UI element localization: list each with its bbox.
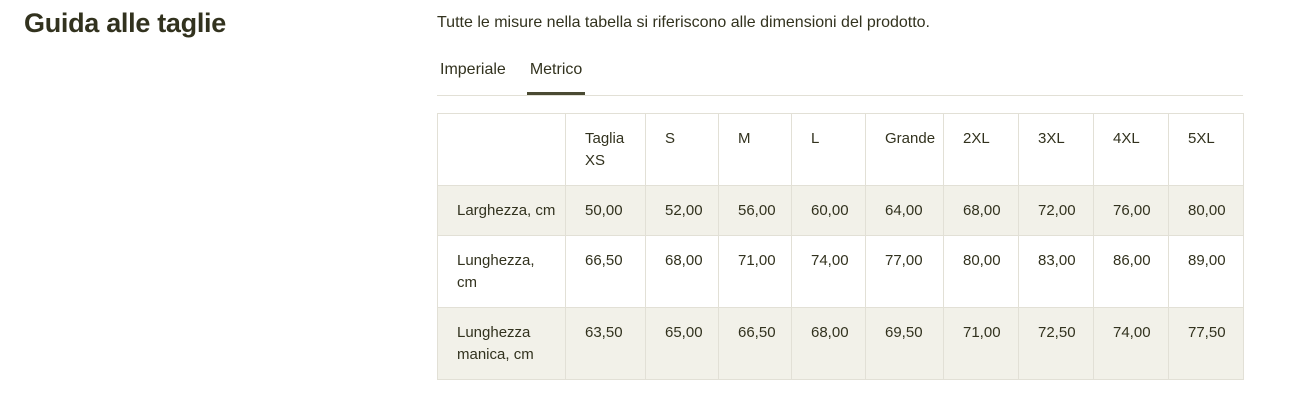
size-table: Taglia XS S M L Grande 2XL 3XL 4XL 5XL L…	[437, 113, 1244, 380]
row-label: Larghezza, cm	[437, 185, 566, 236]
size-table-wrapper: Taglia XS S M L Grande 2XL 3XL 4XL 5XL L…	[437, 113, 1244, 380]
page-title: Guida alle taglie	[24, 8, 226, 38]
size-value-cell: 72,00	[1018, 185, 1094, 236]
size-value-cell: 65,00	[645, 307, 719, 380]
size-value-cell: 68,00	[943, 185, 1019, 236]
column-header-5xl: 5XL	[1168, 113, 1244, 186]
column-header-m: M	[718, 113, 792, 186]
column-header-s: S	[645, 113, 719, 186]
row-label: Lunghezza manica, cm	[437, 307, 566, 380]
size-value-cell: 56,00	[718, 185, 792, 236]
size-value-cell: 52,00	[645, 185, 719, 236]
table-header-row: Taglia XS S M L Grande 2XL 3XL 4XL 5XL	[437, 113, 1244, 186]
size-value-cell: 71,00	[943, 307, 1019, 380]
column-header-empty	[437, 113, 566, 186]
size-value-cell: 66,50	[718, 307, 792, 380]
column-header-grande: Grande	[865, 113, 944, 186]
unit-tabs: Imperiale Metrico	[437, 60, 1243, 96]
size-value-cell: 64,00	[865, 185, 944, 236]
size-value-cell: 86,00	[1093, 235, 1169, 308]
table-row-lunghezza: Lunghezza, cm 66,50 68,00 71,00 74,00 77…	[437, 235, 1244, 308]
size-value-cell: 68,00	[791, 307, 866, 380]
size-value-cell: 71,00	[718, 235, 792, 308]
row-label: Lunghezza, cm	[437, 235, 566, 308]
column-header-l: L	[791, 113, 866, 186]
size-value-cell: 72,50	[1018, 307, 1094, 380]
column-header-taglia-xs: Taglia XS	[565, 113, 646, 186]
size-value-cell: 50,00	[565, 185, 646, 236]
size-value-cell: 69,50	[865, 307, 944, 380]
left-column: Guida alle taglie	[24, 8, 437, 380]
size-value-cell: 80,00	[1168, 185, 1244, 236]
right-column: Tutte le misure nella tabella si riferis…	[437, 8, 1244, 380]
table-row-larghezza: Larghezza, cm 50,00 52,00 56,00 60,00 64…	[437, 185, 1244, 236]
size-value-cell: 77,00	[865, 235, 944, 308]
size-value-cell: 89,00	[1168, 235, 1244, 308]
size-value-cell: 77,50	[1168, 307, 1244, 380]
size-value-cell: 74,00	[791, 235, 866, 308]
size-value-cell: 63,50	[565, 307, 646, 380]
size-guide-section: Guida alle taglie Tutte le misure nella …	[24, 8, 1244, 380]
table-row-lunghezza-manica: Lunghezza manica, cm 63,50 65,00 66,50 6…	[437, 307, 1244, 380]
tab-metrico[interactable]: Metrico	[527, 60, 585, 95]
size-value-cell: 74,00	[1093, 307, 1169, 380]
column-header-3xl: 3XL	[1018, 113, 1094, 186]
size-value-cell: 60,00	[791, 185, 866, 236]
column-header-4xl: 4XL	[1093, 113, 1169, 186]
size-value-cell: 80,00	[943, 235, 1019, 308]
size-value-cell: 68,00	[645, 235, 719, 308]
size-value-cell: 83,00	[1018, 235, 1094, 308]
column-header-2xl: 2XL	[943, 113, 1019, 186]
size-value-cell: 66,50	[565, 235, 646, 308]
size-note: Tutte le misure nella tabella si riferis…	[437, 14, 930, 31]
size-value-cell: 76,00	[1093, 185, 1169, 236]
tab-imperiale[interactable]: Imperiale	[437, 60, 509, 95]
